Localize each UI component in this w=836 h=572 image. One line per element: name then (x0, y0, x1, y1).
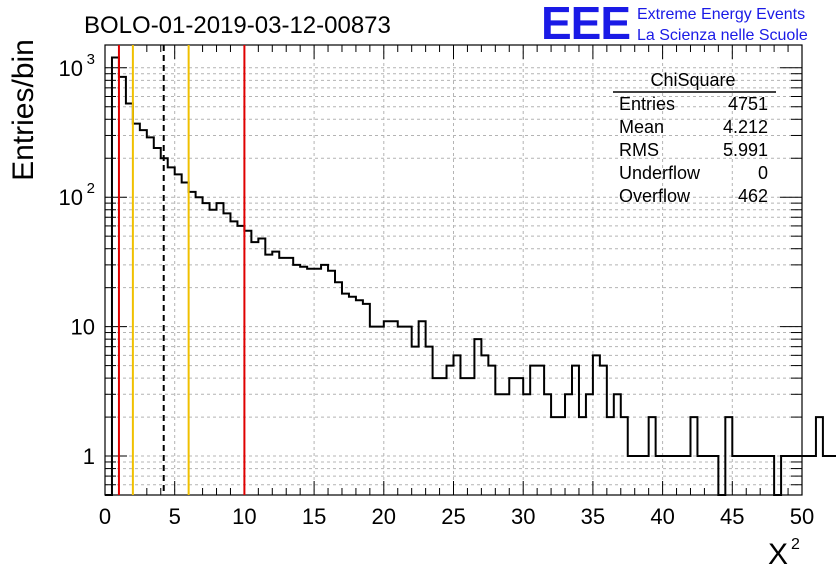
eee-logo-line1: Extreme Energy Events (637, 6, 805, 23)
stats-row-label: Mean (619, 117, 664, 137)
stats-row-label: Underflow (619, 163, 701, 183)
y-tick-label-superscript: 2 (87, 180, 95, 197)
x-tick-label: 45 (720, 504, 744, 529)
stats-row-value: 0 (758, 163, 768, 183)
x-tick-label: 0 (99, 504, 111, 529)
reference-lines (117, 45, 246, 495)
stats-row-label: Overflow (619, 186, 691, 206)
stats-row-label: RMS (619, 140, 659, 160)
y-tick-label-base: 10 (59, 185, 83, 210)
x-tick-label: 15 (302, 504, 326, 529)
eee-logo-line2: La Scienza nelle Scuole (637, 27, 808, 44)
stats-row-value: 4751 (728, 94, 768, 114)
y-tick-label-superscript: 3 (87, 51, 95, 68)
stats-box-rows: Entries 4751 Mean 4.212 RMS 5.991 Underflow 0 Ov… (619, 94, 768, 206)
x-tick-label: 25 (441, 504, 465, 529)
y-tick-label: 10 (59, 185, 83, 210)
x-axis-title-superscript: 2 (791, 536, 800, 553)
histogram-series (105, 56, 836, 496)
y-tick-label: 1 (83, 444, 95, 469)
stats-row-label: Entries (619, 94, 675, 114)
x-tick-label: 10 (232, 504, 256, 529)
x-axis-ticks: 0 5 10 15 20 25 30 35 40 45 50 (99, 45, 814, 529)
y-tick-label: 10 (59, 56, 83, 81)
y-axis-title: Entries/bin (7, 39, 40, 181)
x-tick-label: 50 (790, 504, 814, 529)
stats-row-value: 462 (738, 186, 768, 206)
x-tick-label: 35 (581, 504, 605, 529)
x-tick-label: 20 (372, 504, 396, 529)
eee-logo: EEE Extreme Energy Events La Scienza nel… (541, 0, 808, 49)
stats-box-title: ChiSquare (650, 70, 735, 90)
eee-logo-mark: EEE (541, 0, 630, 49)
y-tick-label: 10 (71, 315, 95, 340)
x-tick-label: 40 (650, 504, 674, 529)
stats-box: ChiSquare Entries 4751 Mean 4.212 RMS 5.991 Un… (613, 70, 776, 206)
stats-row-value: 5.991 (723, 140, 768, 160)
y-tick-label-base: 10 (59, 56, 83, 81)
x-axis-title: X (768, 538, 788, 571)
x-axis-title-base: X (768, 538, 788, 571)
stats-row-value: 4.212 (723, 117, 768, 137)
x-tick-label: 5 (169, 504, 181, 529)
grid-lines (105, 45, 802, 495)
chart-title: BOLO-01-2019-03-12-00873 (84, 12, 391, 39)
x-tick-label: 30 (511, 504, 535, 529)
